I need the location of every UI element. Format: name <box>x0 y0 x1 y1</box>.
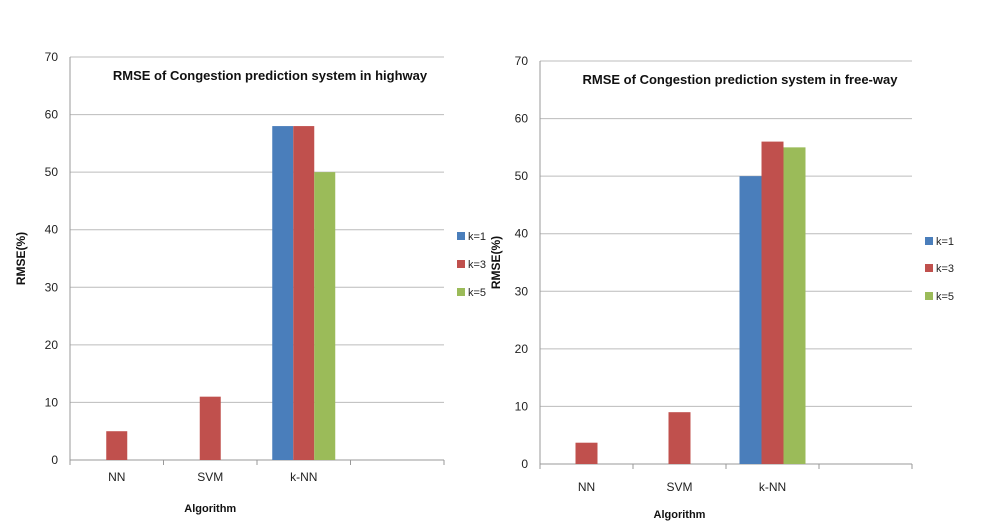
chart-title: RMSE of Congestion prediction system in … <box>113 68 428 83</box>
x-axis-label: Algorithm <box>184 503 236 515</box>
bar-k-nn-k-5 <box>314 172 336 460</box>
bar-k-nn-k-3 <box>761 141 784 464</box>
y-tick-50: 50 <box>45 165 59 179</box>
bar-k-nn-k-5 <box>783 147 806 464</box>
bar-k-nn-k-1 <box>739 176 762 464</box>
y-tick-0: 0 <box>51 453 58 467</box>
y-tick-10: 10 <box>45 395 59 409</box>
y-tick-0: 0 <box>521 457 528 471</box>
y-tick-20: 20 <box>45 338 59 352</box>
legend-swatch-k-5 <box>457 288 465 296</box>
legend-label-k-1: k=1 <box>468 231 486 243</box>
chart-highway: 0 10 20 30 40 50 60 70 NN SVM k-NN RMSE of Conges… <box>14 50 486 515</box>
x-tick-svm: SVM <box>666 480 692 494</box>
y-tick-30: 30 <box>45 280 59 294</box>
legend-swatch-k-5 <box>925 292 933 300</box>
x-tick-labels: NN SVM k-NN <box>578 480 786 494</box>
gridlines <box>70 56 444 461</box>
x-tick-labels: NN SVM k-NN <box>108 470 317 484</box>
bars <box>106 126 336 460</box>
y-tick-labels: 0 10 20 30 40 50 60 70 <box>45 50 59 467</box>
y-tick-50: 50 <box>515 169 529 183</box>
bar-k-nn-k-1 <box>272 126 294 460</box>
x-tick-nn: NN <box>578 480 595 494</box>
legend-swatch-k-1 <box>925 237 933 245</box>
y-tick-40: 40 <box>515 227 529 241</box>
x-tick-k-nn: k-NN <box>290 470 317 484</box>
legend-swatch-k-1 <box>457 232 465 240</box>
x-axis-label: Algorithm <box>654 509 706 521</box>
y-tick-70: 70 <box>45 50 59 64</box>
y-tick-labels: 0 10 20 30 40 50 60 70 <box>515 54 529 471</box>
bar-k-nn-k-3 <box>293 126 315 460</box>
legend-swatch-k-3 <box>457 260 465 268</box>
bar-svm-k-3 <box>668 412 691 464</box>
y-tick-30: 30 <box>515 284 529 298</box>
y-tick-60: 60 <box>515 112 529 126</box>
axes <box>69 57 445 465</box>
x-tick-nn: NN <box>108 470 125 484</box>
bars <box>575 141 806 464</box>
bar-nn-k-3 <box>106 431 128 460</box>
bar-nn-k-3 <box>575 442 598 464</box>
legend-label-k-3: k=3 <box>468 259 486 271</box>
chart-freeway: 0 10 20 30 40 50 60 70 NN SVM k-NN RMSE of Conges… <box>489 54 954 521</box>
y-tick-60: 60 <box>45 108 59 122</box>
y-tick-20: 20 <box>515 342 529 356</box>
y-tick-40: 40 <box>45 223 59 237</box>
axes <box>539 61 913 469</box>
legend-label-k-5: k=5 <box>468 287 486 299</box>
legend: k=1 k=3 k=5 <box>457 231 486 299</box>
legend-label-k-1: k=1 <box>936 236 954 248</box>
y-tick-70: 70 <box>515 54 529 68</box>
legend-swatch-k-3 <box>925 264 933 272</box>
x-tick-svm: SVM <box>197 470 223 484</box>
legend-label-k-3: k=3 <box>936 263 954 275</box>
legend: k=1 k=3 k=5 <box>925 236 954 303</box>
bar-svm-k-3 <box>199 396 221 460</box>
y-tick-10: 10 <box>515 399 529 413</box>
y-axis-label: RMSE(%) <box>14 232 28 285</box>
x-tick-k-nn: k-NN <box>759 480 786 494</box>
gridlines <box>540 60 912 465</box>
y-axis-label: RMSE(%) <box>489 236 503 289</box>
chart-title: RMSE of Congestion prediction system in … <box>583 72 899 87</box>
legend-label-k-5: k=5 <box>936 291 954 303</box>
